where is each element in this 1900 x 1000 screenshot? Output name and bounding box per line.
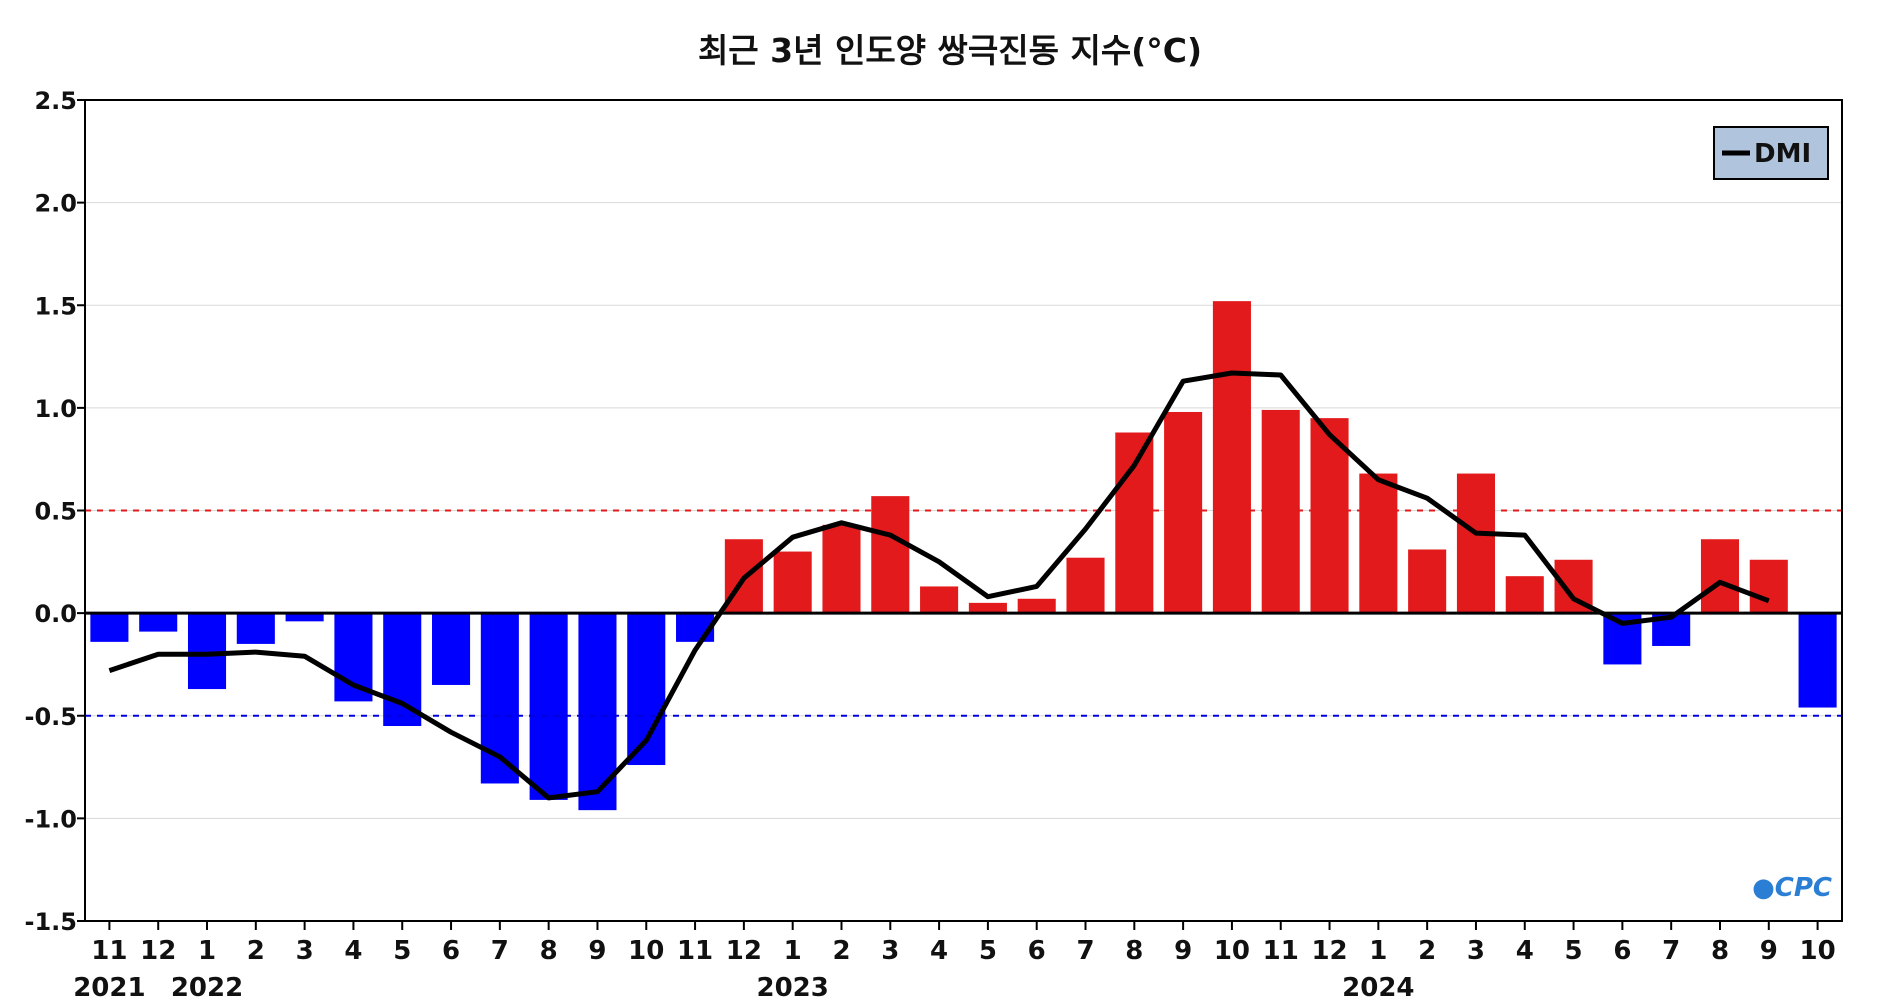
x-tick-label: 1 — [784, 936, 802, 966]
y-tick-label: 1.5 — [34, 292, 77, 320]
x-tick-label: 5 — [1565, 936, 1583, 966]
x-tick-label: 6 — [1613, 936, 1631, 966]
axis-layer: 2.52.01.51.00.50.0-0.5-1.0-1.511 12 1 2 3 4 5 6… — [25, 87, 1836, 1000]
bar — [187, 613, 227, 690]
year-label: 2024 — [1342, 973, 1414, 1000]
bar — [236, 613, 275, 644]
y-tick-label: 0.5 — [34, 498, 77, 526]
bar — [1798, 613, 1837, 708]
bar — [773, 551, 812, 614]
x-tick-label: 7 — [1662, 936, 1680, 966]
x-tick-label: 8 — [1711, 936, 1729, 966]
dmi-line — [108, 370, 1770, 801]
bar — [1359, 473, 1398, 614]
x-tick-label: 10 — [628, 936, 664, 966]
y-tick-label: 1.0 — [34, 395, 77, 423]
x-tick-label: 8 — [540, 936, 558, 966]
x-tick-label: 3 — [881, 936, 899, 966]
y-tick-label: 2.0 — [34, 190, 77, 218]
y-tick-label: -1.0 — [25, 805, 77, 833]
x-tick-label: 9 — [1174, 936, 1192, 966]
x-tick-label: 2 — [832, 936, 850, 966]
bar — [1505, 576, 1544, 614]
plot-frame — [84, 99, 1843, 922]
x-tick-label: 6 — [1028, 936, 1046, 966]
x-tick-label: 7 — [491, 936, 509, 966]
bar — [432, 613, 471, 685]
x-tick-label: 11 — [91, 936, 127, 966]
x-tick-label: 6 — [442, 936, 460, 966]
bar — [1700, 539, 1740, 614]
bars-layer — [90, 301, 1837, 811]
year-label: 2021 — [73, 973, 145, 1000]
y-tick-label: -1.5 — [25, 908, 77, 936]
x-tick-label: 11 — [1263, 936, 1299, 966]
x-tick-label: 9 — [1760, 936, 1778, 966]
x-tick-label: 11 — [677, 936, 713, 966]
reference-lines — [85, 509, 1842, 717]
x-tick-label: 4 — [1516, 936, 1534, 966]
x-tick-label: 10 — [1214, 936, 1250, 966]
x-tick-label: 9 — [588, 936, 606, 966]
bar — [285, 613, 324, 622]
x-tick-label: 4 — [930, 936, 948, 966]
x-tick-label: 4 — [344, 936, 362, 966]
bar — [1261, 409, 1300, 614]
x-tick-label: 3 — [1467, 936, 1485, 966]
bar — [383, 613, 422, 727]
bar — [1749, 559, 1788, 614]
bar — [139, 613, 178, 632]
x-tick-label: 2 — [1418, 936, 1436, 966]
bar — [968, 602, 1007, 614]
bar — [920, 586, 959, 614]
x-tick-label: 7 — [1076, 936, 1094, 966]
y-tick-label: 2.5 — [34, 87, 77, 115]
bar — [529, 613, 568, 800]
x-tick-label: 12 — [1311, 936, 1347, 966]
x-tick-label: 1 — [198, 936, 216, 966]
bar — [1310, 418, 1349, 614]
x-tick-label: 12 — [140, 936, 176, 966]
cpc-watermark-logo: ●CPC — [1752, 873, 1832, 903]
bar — [822, 524, 861, 614]
bar — [1212, 301, 1251, 614]
legend: DMI — [1713, 126, 1829, 180]
bar — [1017, 598, 1056, 614]
x-tick-label: 5 — [979, 936, 997, 966]
bar — [1456, 473, 1495, 614]
bar — [1164, 411, 1203, 614]
year-label: 2023 — [756, 973, 828, 1000]
dmi-line-layer — [108, 370, 1770, 801]
bar — [1066, 557, 1105, 614]
x-tick-label: 12 — [726, 936, 762, 966]
y-tick-label: -0.5 — [25, 703, 77, 731]
x-tick-label: 8 — [1125, 936, 1143, 966]
x-tick-label: 3 — [296, 936, 314, 966]
bar — [1115, 432, 1154, 614]
y-tick-label: 0.0 — [34, 600, 77, 628]
x-tick-label: 1 — [1369, 936, 1387, 966]
x-tick-label: 5 — [393, 936, 411, 966]
x-tick-label: 10 — [1800, 936, 1836, 966]
bar — [90, 613, 129, 642]
chart-title: 최근 3년 인도양 쌍극진동 지수(°C) — [698, 31, 1202, 70]
bar — [1408, 549, 1447, 614]
legend-dmi-label: DMI — [1754, 139, 1811, 169]
year-label: 2022 — [171, 973, 243, 1000]
x-tick-label: 2 — [247, 936, 265, 966]
bar — [871, 496, 910, 614]
